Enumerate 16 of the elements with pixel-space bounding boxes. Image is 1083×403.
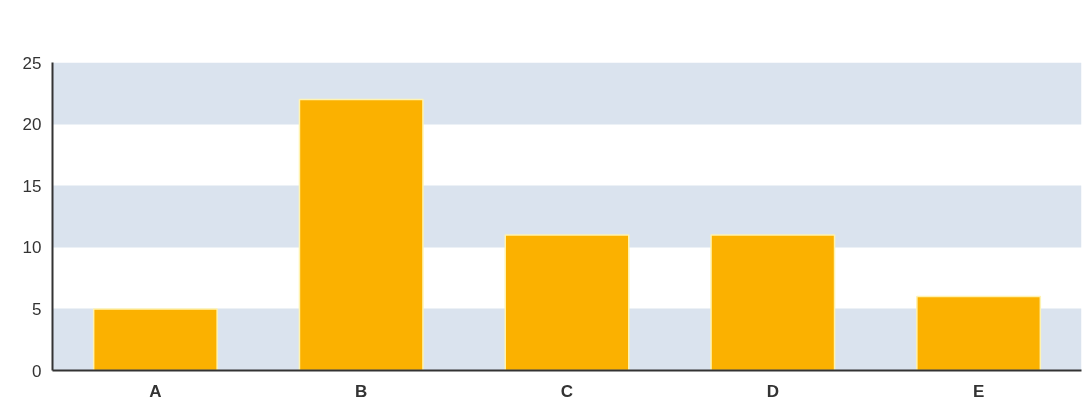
bar — [92, 308, 218, 371]
x-tick-label: E — [972, 381, 985, 401]
y-tick-label: 5 — [32, 299, 42, 319]
x-tick-label: C — [560, 381, 574, 401]
y-tick-label: 15 — [22, 176, 42, 196]
y-tick-label: 20 — [22, 115, 42, 135]
bar — [504, 234, 630, 371]
x-tick-label: A — [149, 381, 162, 401]
bar — [916, 295, 1042, 371]
y-tick-label: 10 — [22, 238, 42, 258]
x-tick-label: B — [355, 381, 368, 401]
bar — [710, 234, 836, 371]
y-tick-label: 25 — [22, 53, 42, 73]
bar — [298, 98, 424, 371]
x-tick-label: D — [766, 381, 779, 401]
y-tick-label: 0 — [32, 361, 42, 381]
